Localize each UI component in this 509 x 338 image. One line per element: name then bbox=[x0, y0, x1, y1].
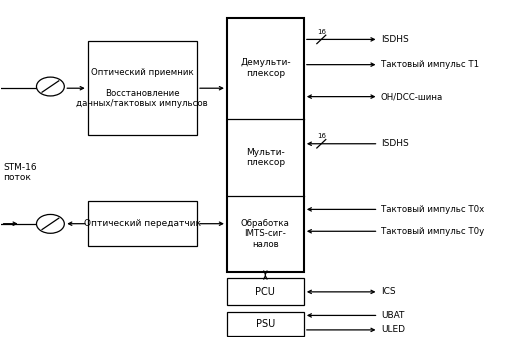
Circle shape bbox=[37, 214, 64, 233]
Circle shape bbox=[37, 77, 64, 96]
Bar bbox=[88, 201, 197, 246]
Bar bbox=[88, 41, 197, 135]
Text: ICS: ICS bbox=[381, 287, 395, 296]
Text: ULED: ULED bbox=[381, 325, 405, 334]
Text: STM-16
поток: STM-16 поток bbox=[3, 163, 37, 182]
Bar bbox=[227, 18, 304, 272]
Text: Тактовый импульс Т1: Тактовый импульс Т1 bbox=[381, 60, 479, 69]
Text: Оптический приемник

Восстановление
данных/тактовых импульсов: Оптический приемник Восстановление данны… bbox=[76, 68, 208, 108]
Text: ISDHS: ISDHS bbox=[381, 35, 409, 44]
Text: ISDHS: ISDHS bbox=[381, 139, 409, 148]
Text: Тактовый импульс Т0y: Тактовый импульс Т0y bbox=[381, 227, 484, 236]
Text: Демульти-
плексор: Демульти- плексор bbox=[240, 58, 291, 78]
Text: ОН/DCC-шина: ОН/DCC-шина bbox=[381, 92, 443, 101]
Text: Обработка
IMTS-сиг-
налов: Обработка IMTS-сиг- налов bbox=[241, 219, 290, 249]
Text: 16: 16 bbox=[317, 29, 326, 35]
Text: PSU: PSU bbox=[256, 319, 275, 329]
Text: PCU: PCU bbox=[256, 287, 275, 297]
Text: Оптический передатчик: Оптический передатчик bbox=[84, 219, 201, 228]
Text: Мульти-
плексор: Мульти- плексор bbox=[246, 147, 285, 167]
Text: UBAT: UBAT bbox=[381, 311, 404, 320]
Bar bbox=[227, 279, 304, 305]
Text: 16: 16 bbox=[317, 134, 326, 139]
Text: Тактовый импульс Т0x: Тактовый импульс Т0x bbox=[381, 205, 484, 214]
Bar bbox=[227, 312, 304, 336]
